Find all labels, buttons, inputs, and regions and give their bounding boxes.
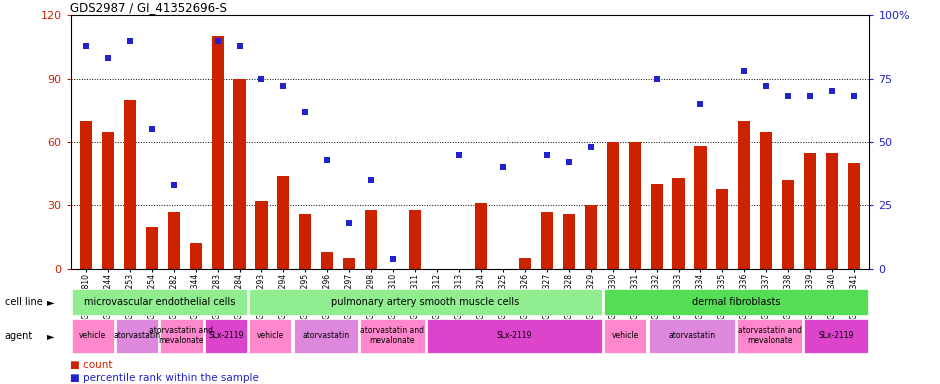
Bar (102, 132, 114, 269)
Bar (629, 142, 641, 269)
Bar (124, 100, 135, 269)
Bar (71, 319, 114, 353)
Text: vehicle: vehicle (257, 331, 284, 340)
Bar (848, 163, 860, 269)
Bar (604, 319, 647, 353)
Bar (249, 319, 291, 353)
Bar (205, 319, 247, 353)
Text: SLx-2119: SLx-2119 (496, 331, 532, 340)
Bar (167, 212, 180, 269)
Bar (716, 189, 728, 269)
Text: cell line: cell line (5, 297, 42, 308)
Text: ■ percentile rank within the sample: ■ percentile rank within the sample (70, 373, 259, 383)
Text: atorvastatin and
mevalonate: atorvastatin and mevalonate (360, 326, 424, 345)
Bar (563, 214, 575, 269)
Text: vehicle: vehicle (79, 331, 106, 340)
Bar (475, 204, 487, 269)
Text: ►: ► (47, 297, 55, 308)
Bar (805, 153, 816, 269)
Text: atorvastatin: atorvastatin (302, 331, 350, 340)
Bar (365, 210, 377, 269)
Bar (343, 258, 355, 269)
Text: SLx-2119: SLx-2119 (819, 331, 854, 340)
Text: microvascular endothelial cells: microvascular endothelial cells (84, 297, 235, 307)
Bar (826, 153, 838, 269)
Bar (782, 180, 794, 269)
Bar (606, 142, 619, 269)
Text: ►: ► (47, 331, 55, 341)
Bar (585, 205, 597, 269)
Bar (249, 290, 602, 315)
Text: agent: agent (5, 331, 33, 341)
Bar (738, 121, 750, 269)
Bar (212, 36, 224, 269)
Text: vehicle: vehicle (612, 331, 639, 340)
Bar (293, 319, 358, 353)
Bar (116, 319, 158, 353)
Bar (804, 319, 869, 353)
Bar (80, 121, 92, 269)
Text: atorvastatin and
mevalonate: atorvastatin and mevalonate (149, 326, 213, 345)
Text: GDS2987 / GI_41352696-S: GDS2987 / GI_41352696-S (70, 1, 227, 14)
Bar (604, 290, 869, 315)
Text: pulmonary artery smooth muscle cells: pulmonary artery smooth muscle cells (332, 297, 520, 307)
Bar (540, 212, 553, 269)
Bar (146, 227, 158, 269)
Text: dermal fibroblasts: dermal fibroblasts (692, 297, 780, 307)
Bar (409, 210, 421, 269)
Bar (71, 290, 247, 315)
Text: SLx-2119: SLx-2119 (208, 331, 243, 340)
Bar (738, 319, 802, 353)
Bar (650, 184, 663, 269)
Bar (519, 258, 531, 269)
Bar (299, 214, 311, 269)
Bar (360, 319, 425, 353)
Bar (277, 176, 290, 269)
Text: ■ count: ■ count (70, 360, 113, 370)
Bar (256, 201, 268, 269)
Text: atorvastatin: atorvastatin (668, 331, 715, 340)
Bar (695, 146, 707, 269)
Bar (427, 319, 602, 353)
Bar (161, 319, 202, 353)
Bar (321, 252, 334, 269)
Text: atorvastatin and
mevalonate: atorvastatin and mevalonate (738, 326, 802, 345)
Bar (649, 319, 735, 353)
Bar (233, 79, 245, 269)
Bar (190, 243, 202, 269)
Text: atorvastatin: atorvastatin (114, 331, 161, 340)
Bar (760, 132, 773, 269)
Bar (672, 178, 684, 269)
